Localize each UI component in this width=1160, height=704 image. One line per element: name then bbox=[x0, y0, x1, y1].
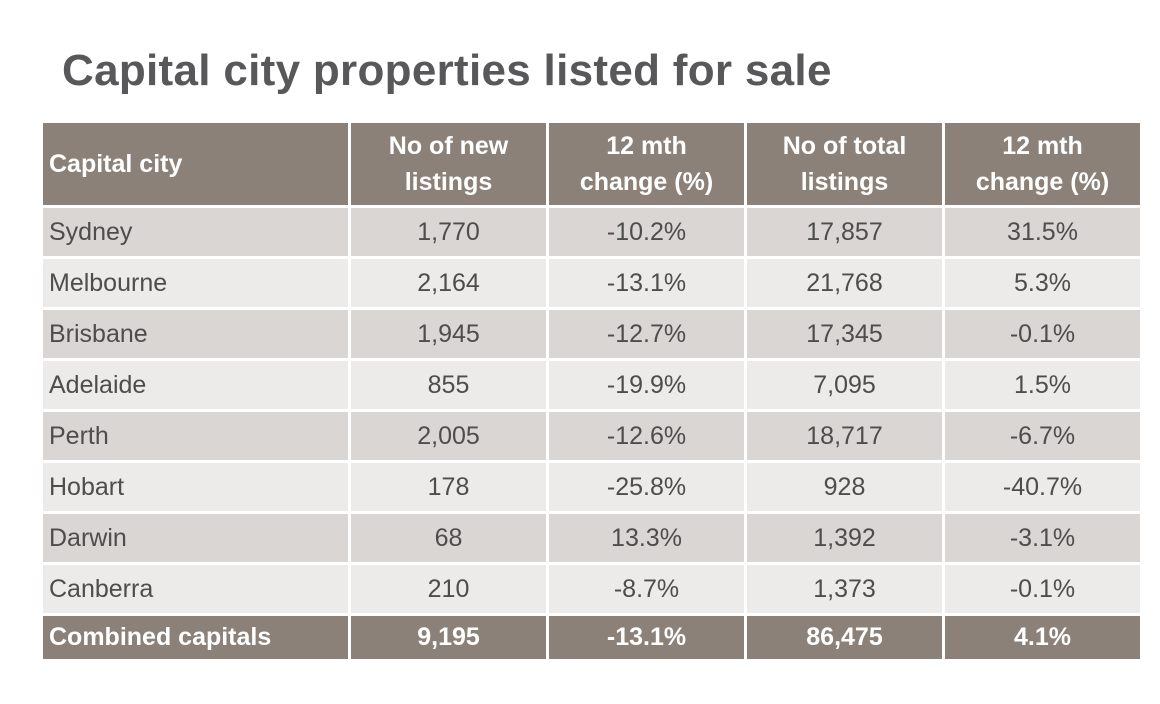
value-cell: 1,373 bbox=[747, 565, 942, 613]
value-cell: -10.2% bbox=[549, 208, 744, 256]
total-label: Combined capitals bbox=[43, 616, 348, 659]
value-cell: 1.5% bbox=[945, 361, 1140, 409]
table-row: Canberra 210 -8.7% 1,373 -0.1% bbox=[43, 565, 1140, 613]
value-cell: 1,392 bbox=[747, 514, 942, 562]
table-header: Capital city No of new listings 12 mth cha… bbox=[43, 123, 1140, 205]
value-cell: 210 bbox=[351, 565, 546, 613]
city-cell: Canberra bbox=[43, 565, 348, 613]
value-cell: -25.8% bbox=[549, 463, 744, 511]
value-cell: -0.1% bbox=[945, 565, 1140, 613]
value-cell: 13.3% bbox=[549, 514, 744, 562]
value-cell: 17,857 bbox=[747, 208, 942, 256]
column-header: No of new listings bbox=[351, 123, 546, 205]
value-cell: 928 bbox=[747, 463, 942, 511]
value-cell: -8.7% bbox=[549, 565, 744, 613]
table-row: Adelaide 855 -19.9% 7,095 1.5% bbox=[43, 361, 1140, 409]
value-cell: -6.7% bbox=[945, 412, 1140, 460]
value-cell: -0.1% bbox=[945, 310, 1140, 358]
column-header-text: No of new listings bbox=[388, 132, 509, 196]
table-row: Perth 2,005 -12.6% 18,717 -6.7% bbox=[43, 412, 1140, 460]
value-cell: 18,717 bbox=[747, 412, 942, 460]
value-cell: 1,770 bbox=[351, 208, 546, 256]
city-cell: Hobart bbox=[43, 463, 348, 511]
table-body: Sydney 1,770 -10.2% 17,857 31.5% Melbourne 2,1… bbox=[43, 208, 1140, 659]
value-cell: -12.6% bbox=[549, 412, 744, 460]
listings-table: Capital city No of new listings 12 mth cha… bbox=[40, 120, 1143, 662]
value-cell: 1,945 bbox=[351, 310, 546, 358]
title: Capital city properties listed for sale bbox=[62, 46, 832, 95]
value-cell: 2,005 bbox=[351, 412, 546, 460]
column-header: Capital city bbox=[43, 123, 348, 205]
city-cell: Melbourne bbox=[43, 259, 348, 307]
total-value: 4.1% bbox=[945, 616, 1140, 659]
column-header: 12 mth change (%) bbox=[549, 123, 744, 205]
value-cell: -19.9% bbox=[549, 361, 744, 409]
city-cell: Adelaide bbox=[43, 361, 348, 409]
total-row: Combined capitals 9,195 -13.1% 86,475 4.1% bbox=[43, 616, 1140, 659]
table-row: Melbourne 2,164 -13.1% 21,768 5.3% bbox=[43, 259, 1140, 307]
value-cell: 7,095 bbox=[747, 361, 942, 409]
total-value: 86,475 bbox=[747, 616, 942, 659]
value-cell: 17,345 bbox=[747, 310, 942, 358]
city-cell: Darwin bbox=[43, 514, 348, 562]
value-cell: -12.7% bbox=[549, 310, 744, 358]
city-cell: Brisbane bbox=[43, 310, 348, 358]
value-cell: 5.3% bbox=[945, 259, 1140, 307]
total-value: 9,195 bbox=[351, 616, 546, 659]
column-header: 12 mth change (%) bbox=[945, 123, 1140, 205]
value-cell: 178 bbox=[351, 463, 546, 511]
column-header-text: Capital city bbox=[49, 150, 183, 178]
column-header-text: 12 mth change (%) bbox=[975, 132, 1110, 196]
value-cell: -40.7% bbox=[945, 463, 1140, 511]
value-cell: 2,164 bbox=[351, 259, 546, 307]
table-row: Brisbane 1,945 -12.7% 17,345 -0.1% bbox=[43, 310, 1140, 358]
value-cell: 68 bbox=[351, 514, 546, 562]
header-row: Capital city No of new listings 12 mth cha… bbox=[43, 123, 1140, 205]
table-row: Hobart 178 -25.8% 928 -40.7% bbox=[43, 463, 1140, 511]
city-cell: Sydney bbox=[43, 208, 348, 256]
value-cell: -13.1% bbox=[549, 259, 744, 307]
column-header-text: 12 mth change (%) bbox=[579, 132, 714, 196]
value-cell: 855 bbox=[351, 361, 546, 409]
table-row: Sydney 1,770 -10.2% 17,857 31.5% bbox=[43, 208, 1140, 256]
column-header-text: No of total listings bbox=[782, 132, 907, 196]
value-cell: 21,768 bbox=[747, 259, 942, 307]
value-cell: -3.1% bbox=[945, 514, 1140, 562]
table-row: Darwin 68 13.3% 1,392 -3.1% bbox=[43, 514, 1140, 562]
total-value: -13.1% bbox=[549, 616, 744, 659]
city-cell: Perth bbox=[43, 412, 348, 460]
column-header: No of total listings bbox=[747, 123, 942, 205]
value-cell: 31.5% bbox=[945, 208, 1140, 256]
